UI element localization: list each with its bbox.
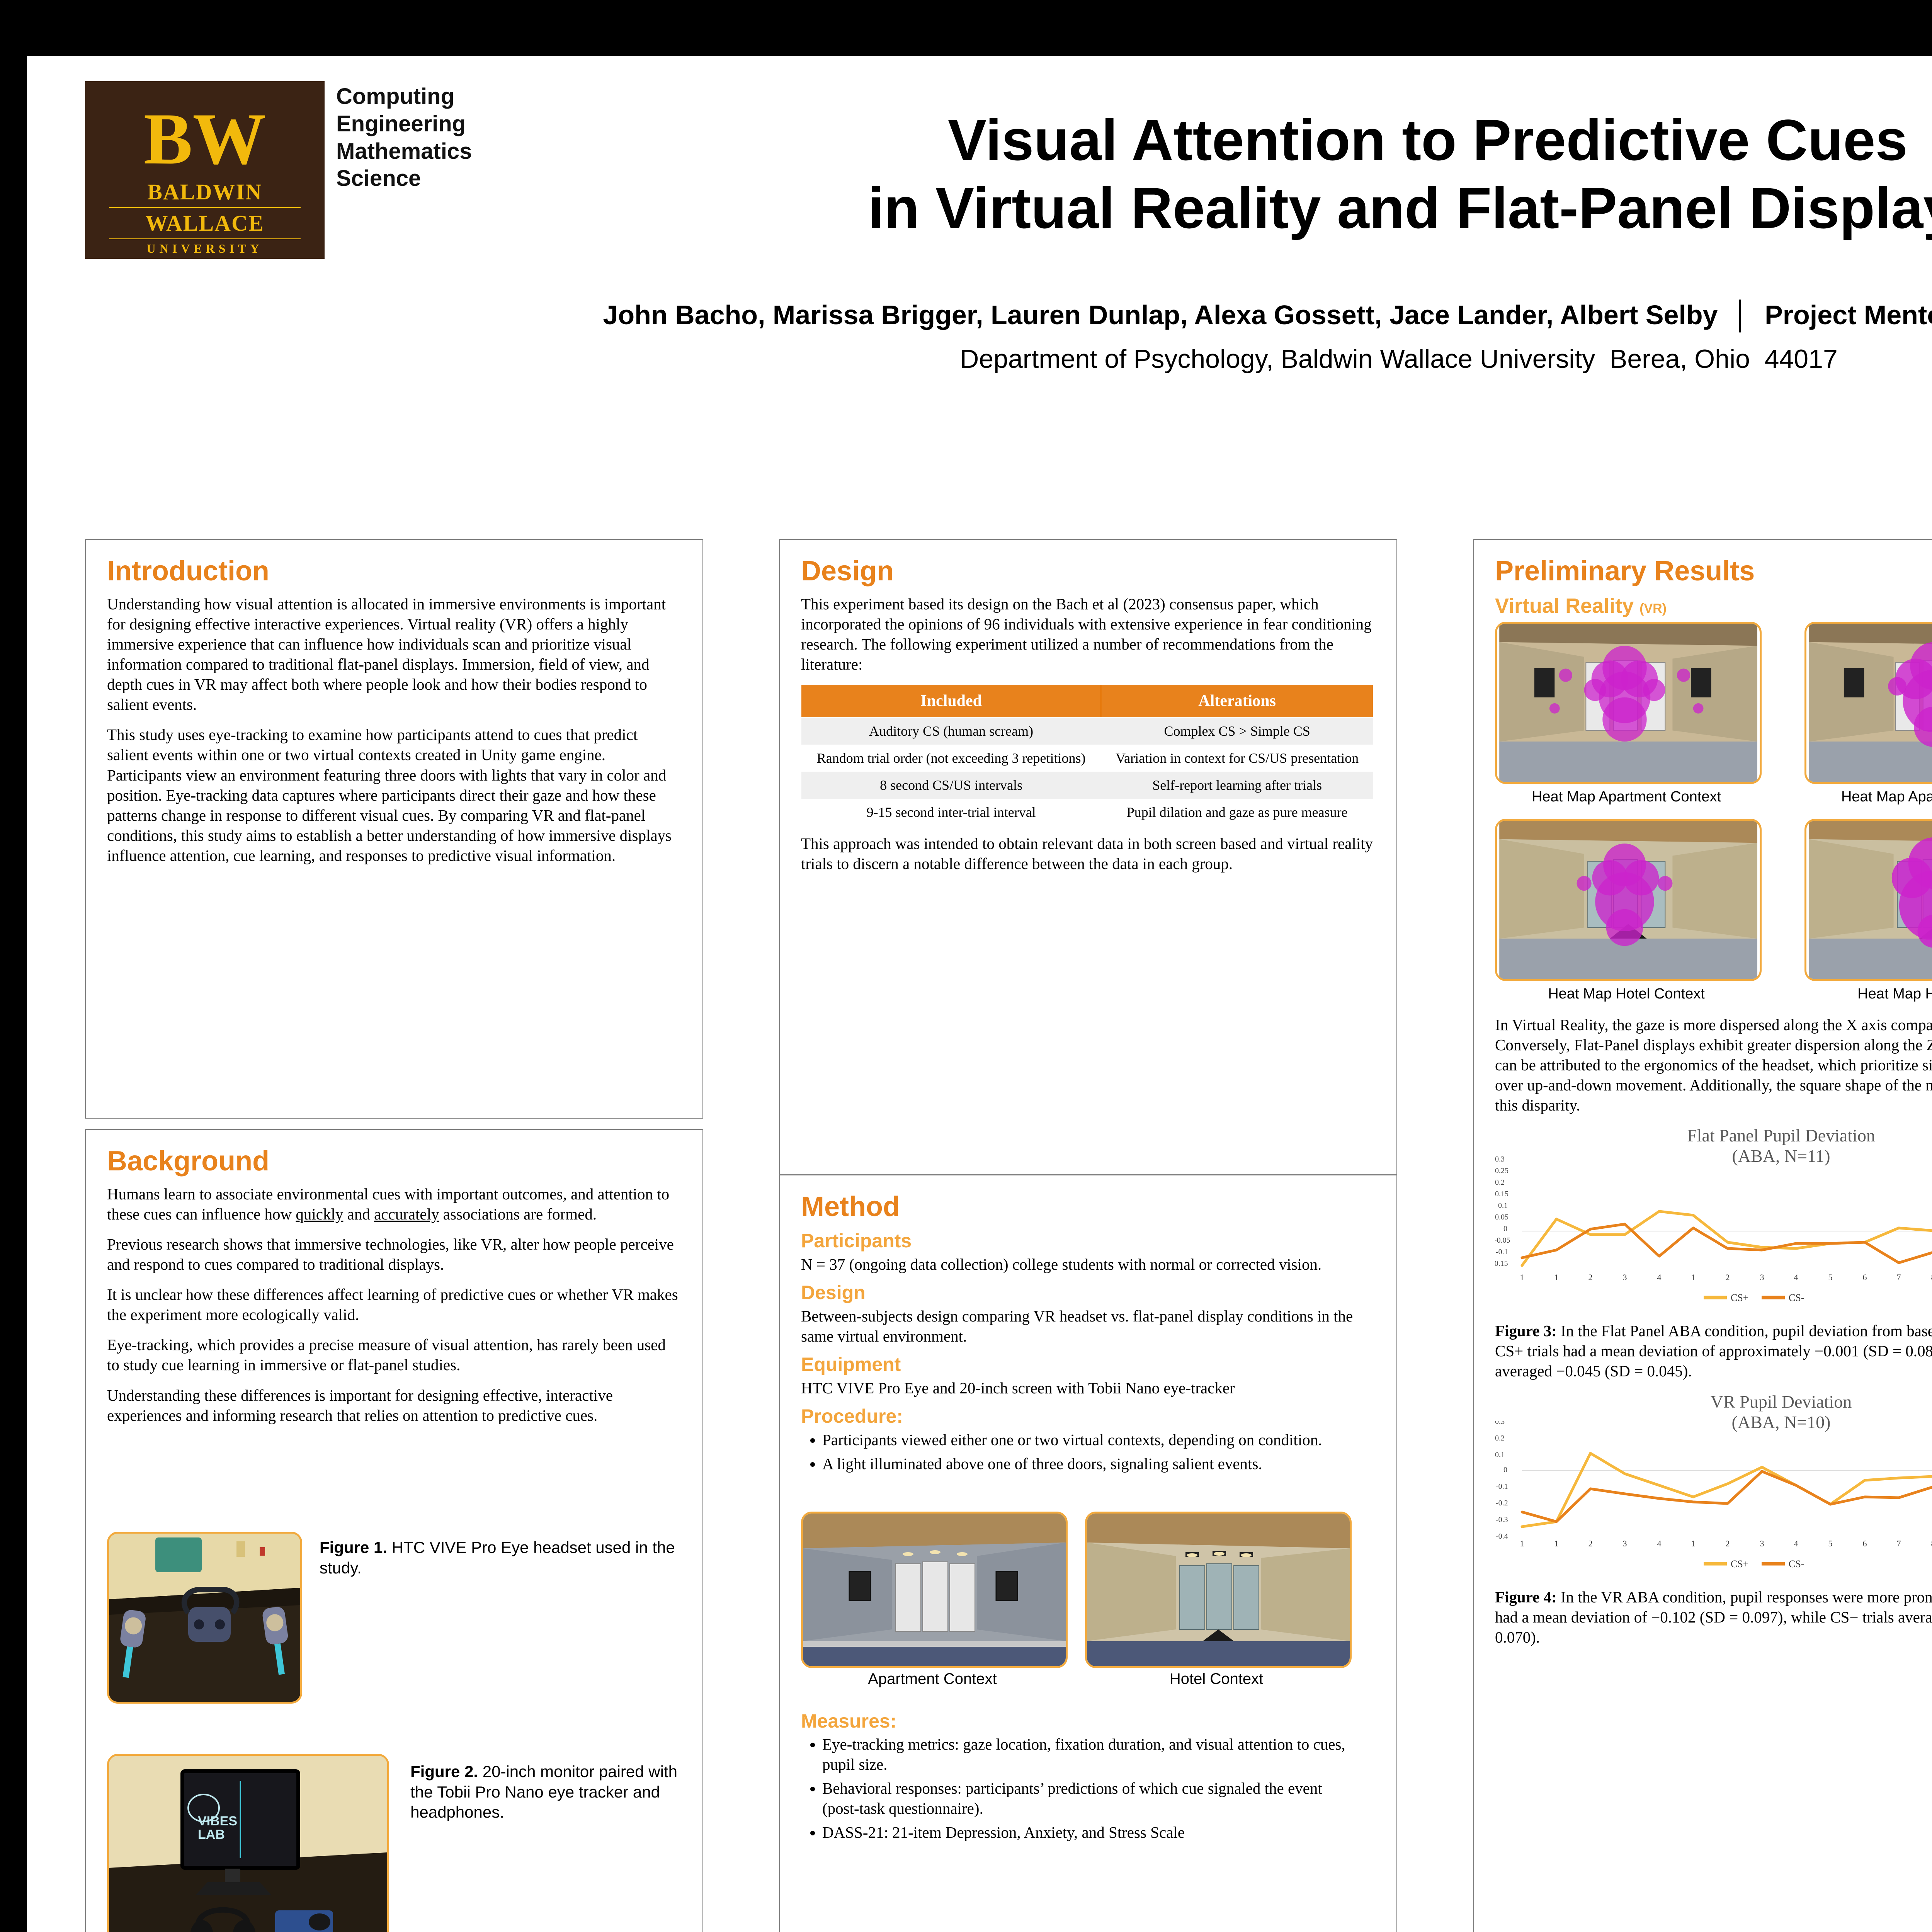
svg-text:7: 7 — [1897, 1272, 1901, 1282]
svg-text:0.2: 0.2 — [1495, 1434, 1505, 1442]
svg-text:4: 4 — [1657, 1539, 1662, 1548]
svg-text:1: 1 — [1520, 1272, 1524, 1282]
svg-text:3: 3 — [1760, 1272, 1764, 1282]
svg-text:6: 6 — [1863, 1539, 1867, 1548]
svg-text:CS-: CS- — [1789, 1292, 1804, 1303]
svg-text:5: 5 — [1828, 1272, 1833, 1282]
svg-text:6: 6 — [1863, 1272, 1867, 1282]
svg-text:0: 0 — [1503, 1466, 1507, 1474]
svg-text:7: 7 — [1897, 1539, 1901, 1548]
svg-text:0.2: 0.2 — [1495, 1178, 1505, 1187]
svg-text:CS-: CS- — [1789, 1558, 1804, 1570]
svg-text:2: 2 — [1588, 1272, 1593, 1282]
svg-text:-0.15: -0.15 — [1495, 1259, 1508, 1268]
svg-text:3: 3 — [1623, 1539, 1627, 1548]
svg-text:0.3: 0.3 — [1495, 1421, 1505, 1426]
svg-text:LAB: LAB — [198, 1827, 225, 1842]
svg-text:0.1: 0.1 — [1495, 1451, 1505, 1459]
svg-text:1: 1 — [1520, 1539, 1524, 1548]
svg-text:1: 1 — [1554, 1272, 1559, 1282]
svg-text:3: 3 — [1760, 1539, 1764, 1548]
svg-text:2: 2 — [1588, 1539, 1593, 1548]
svg-text:0.15: 0.15 — [1495, 1190, 1509, 1198]
svg-text:-0.2: -0.2 — [1496, 1499, 1508, 1507]
svg-text:1: 1 — [1554, 1539, 1559, 1548]
svg-text:-0.1: -0.1 — [1496, 1248, 1508, 1256]
svg-text:3: 3 — [1623, 1272, 1627, 1282]
svg-text:4: 4 — [1794, 1272, 1798, 1282]
svg-text:-0.1: -0.1 — [1496, 1482, 1508, 1491]
svg-text:0.3: 0.3 — [1495, 1155, 1505, 1163]
svg-text:CS+: CS+ — [1731, 1558, 1748, 1570]
svg-text:0.1: 0.1 — [1498, 1201, 1508, 1210]
svg-text:-0.3: -0.3 — [1496, 1515, 1508, 1524]
svg-text:0: 0 — [1503, 1225, 1507, 1233]
svg-text:1: 1 — [1691, 1539, 1696, 1548]
svg-text:2: 2 — [1726, 1539, 1730, 1548]
svg-text:-0.05: -0.05 — [1495, 1236, 1510, 1245]
svg-text:CS+: CS+ — [1731, 1292, 1748, 1303]
svg-text:4: 4 — [1794, 1539, 1798, 1548]
svg-text:5: 5 — [1828, 1539, 1833, 1548]
svg-text:-0.4: -0.4 — [1496, 1532, 1508, 1541]
svg-text:0.25: 0.25 — [1495, 1167, 1509, 1175]
svg-text:1: 1 — [1691, 1272, 1696, 1282]
svg-text:0.05: 0.05 — [1495, 1213, 1509, 1221]
svg-text:2: 2 — [1726, 1272, 1730, 1282]
svg-text:4: 4 — [1657, 1272, 1662, 1282]
